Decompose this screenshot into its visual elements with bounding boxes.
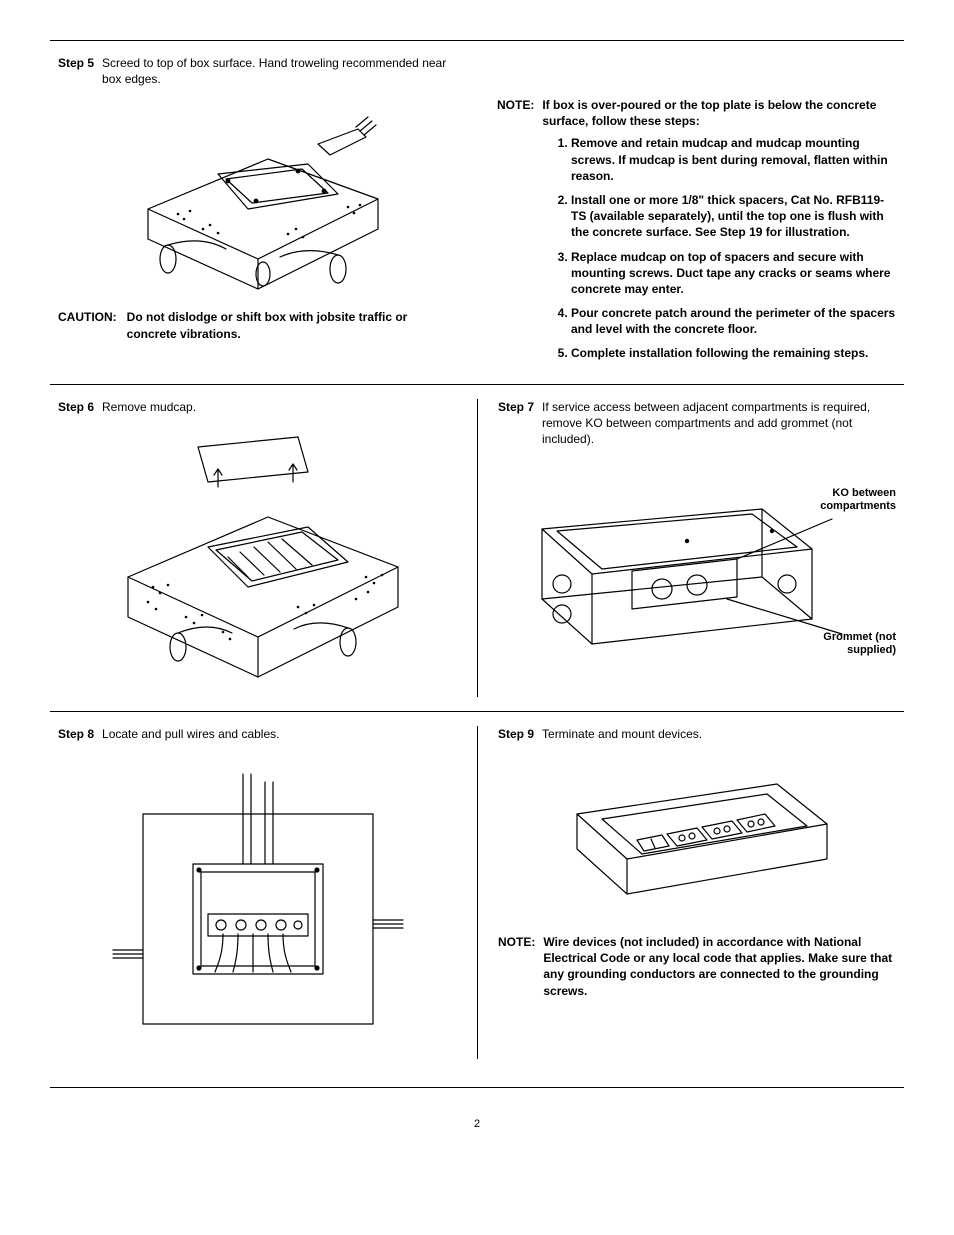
step5-line: Step 5 Screed to top of box surface. Han…: [58, 55, 457, 87]
page-number: 2: [50, 1118, 904, 1130]
col-step8: Step 8 Locate and pull wires and cables.: [50, 726, 477, 1059]
step9-text: Terminate and mount devices.: [542, 726, 702, 742]
caution-line: CAUTION: Do not dislodge or shift box wi…: [58, 309, 457, 341]
note-overpour-item-3: Replace mudcap on top of spacers and sec…: [571, 249, 896, 298]
col-step5: Step 5 Screed to top of box surface. Han…: [50, 55, 477, 370]
note-wiring-label: NOTE:: [498, 934, 535, 999]
note-wiring-text: Wire devices (not included) in accordanc…: [543, 934, 896, 999]
row-step6-7: Step 6 Remove mudcap.: [50, 399, 904, 697]
fig-step5-svg: [108, 99, 408, 299]
fig-step6: [58, 427, 457, 687]
fig-step9: [498, 754, 896, 924]
fig-step8: [58, 754, 457, 1034]
fig-step5: [58, 99, 457, 299]
rule-3: [50, 711, 904, 712]
top-rule: [50, 40, 904, 41]
fig-step6-svg: [98, 427, 418, 687]
note-overpour-list: Remove and retain mudcap and mudcap moun…: [553, 135, 896, 361]
step9-label: Step 9: [498, 726, 534, 742]
step8-label: Step 8: [58, 726, 94, 742]
step6-label: Step 6: [58, 399, 94, 415]
step9-line: Step 9 Terminate and mount devices.: [498, 726, 896, 742]
row-step5: Step 5 Screed to top of box surface. Han…: [50, 55, 904, 370]
fig-step9-svg: [547, 754, 847, 924]
fig-step8-svg: [103, 754, 413, 1034]
caution-label: CAUTION:: [58, 309, 117, 341]
footer-rule: 2: [50, 1087, 904, 1130]
step6-line: Step 6 Remove mudcap.: [58, 399, 457, 415]
note-overpour-label: NOTE:: [497, 97, 534, 129]
step6-text: Remove mudcap.: [102, 399, 196, 415]
caution-text: Do not dislodge or shift box with jobsit…: [127, 309, 457, 341]
note-overpour-item-4: Pour concrete patch around the perimeter…: [571, 305, 896, 337]
col-step7: Step 7 If service access between adjacen…: [477, 399, 904, 697]
callout-ko: KO between compartments: [786, 487, 896, 513]
note-overpour-item-1: Remove and retain mudcap and mudcap moun…: [571, 135, 896, 184]
step8-text: Locate and pull wires and cables.: [102, 726, 279, 742]
note-overpour-item-5: Complete installation following the rema…: [571, 345, 896, 361]
callout-grommet: Grommet (not supplied): [786, 631, 896, 657]
col-note-overpour: NOTE: If box is over-poured or the top p…: [477, 55, 904, 370]
note-overpour-head: NOTE: If box is over-poured or the top p…: [497, 97, 896, 129]
rule-2: [50, 384, 904, 385]
step5-text: Screed to top of box surface. Hand trowe…: [102, 55, 457, 87]
col-step6: Step 6 Remove mudcap.: [50, 399, 477, 697]
step7-label: Step 7: [498, 399, 534, 448]
step5-label: Step 5: [58, 55, 94, 87]
step7-line: Step 7 If service access between adjacen…: [498, 399, 896, 448]
note-overpour: NOTE: If box is over-poured or the top p…: [497, 97, 896, 362]
fig-step7: KO between compartments Grommet (not sup…: [498, 459, 896, 679]
step7-text: If service access between adjacent compa…: [542, 399, 896, 448]
col-step9: Step 9 Terminate and mount devices.: [477, 726, 904, 1059]
note-overpour-headtext: If box is over-poured or the top plate i…: [542, 97, 896, 129]
step8-line: Step 8 Locate and pull wires and cables.: [58, 726, 457, 742]
note-overpour-item-2: Install one or more 1/8" thick spacers, …: [571, 192, 896, 241]
note-wiring: NOTE: Wire devices (not included) in acc…: [498, 934, 896, 999]
row-step8-9: Step 8 Locate and pull wires and cables.: [50, 726, 904, 1059]
